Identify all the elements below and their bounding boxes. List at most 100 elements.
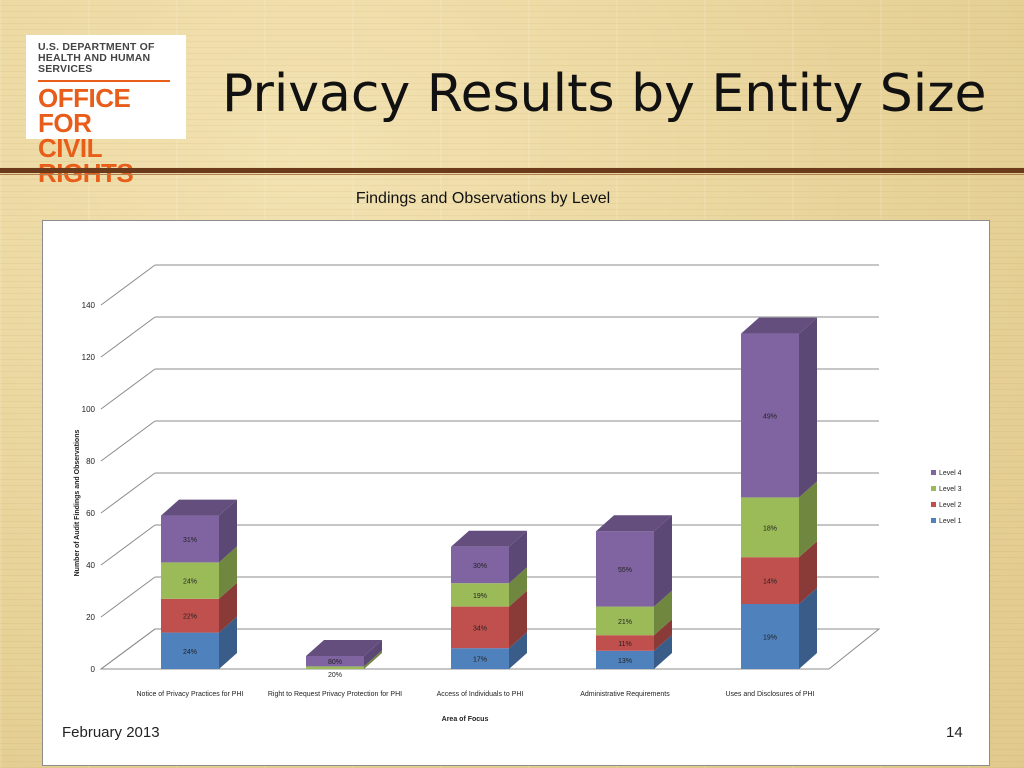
- bar-side: [509, 590, 527, 649]
- bar-side: [219, 499, 237, 563]
- legend-label: Level 3: [939, 486, 962, 493]
- bar-segment: [451, 606, 509, 649]
- y-tick-label: 40: [86, 561, 95, 570]
- chart-title: Findings and Observations by Level: [355, 190, 611, 207]
- data-label: 30%: [473, 563, 487, 570]
- legend-swatch: [931, 518, 936, 523]
- data-label: 80%: [328, 659, 342, 666]
- gridline-side: [100, 264, 156, 306]
- data-label: 14%: [763, 579, 777, 586]
- bar-segment: [306, 656, 364, 667]
- bar-side: [799, 541, 817, 604]
- y-tick-label: 120: [82, 353, 96, 362]
- y-axis-label: Number of Audit Findings and Observation…: [74, 430, 81, 577]
- bar-segment: [451, 583, 509, 607]
- gridline-side: [100, 472, 156, 514]
- x-tick-label: Notice of Privacy Practices for PHI: [137, 691, 244, 698]
- data-label: 22%: [183, 614, 197, 621]
- y-tick-label: 140: [82, 301, 96, 310]
- x-tick-label: Administrative Requirements: [580, 691, 670, 698]
- legend-swatch: [931, 486, 936, 491]
- bar-side: [219, 582, 237, 633]
- x-tick-label: Right to Request Privacy Protection for …: [268, 691, 402, 698]
- bar-side: [799, 481, 817, 558]
- y-tick-label: 0: [91, 665, 96, 674]
- bar-side: [364, 640, 382, 667]
- data-label: 19%: [473, 593, 487, 600]
- data-label: 21%: [618, 619, 632, 626]
- bar-side: [509, 567, 527, 607]
- data-label: 17%: [473, 657, 487, 664]
- bar-segment: [451, 648, 509, 669]
- logo-ocr-line1: OFFICE FOR: [38, 83, 131, 138]
- data-label: 49%: [763, 414, 777, 421]
- data-label: 24%: [183, 579, 197, 586]
- bar-top: [451, 530, 527, 547]
- logo-dept-line1: U.S. DEPARTMENT OF: [38, 41, 155, 53]
- logo-dept-line2: HEALTH AND HUMAN SERVICES: [38, 52, 151, 75]
- bar-top: [306, 640, 382, 656]
- gridline-side: [100, 368, 156, 410]
- bar-segment: [596, 650, 654, 669]
- bar-segment: [741, 557, 799, 604]
- bar-side: [654, 634, 672, 669]
- bar-segment: [741, 333, 799, 498]
- logo-ocr-line2: CIVIL RIGHTS: [38, 133, 134, 188]
- page-number: 14: [946, 724, 963, 741]
- y-tick-label: 100: [82, 405, 96, 414]
- bar-side: [509, 530, 527, 584]
- data-label: 20%: [328, 672, 342, 679]
- y-tick-label: 20: [86, 613, 95, 622]
- bar-side: [219, 616, 237, 669]
- gridline-side: [100, 420, 156, 462]
- legend-label: Level 4: [939, 470, 962, 477]
- data-label: 24%: [183, 649, 197, 656]
- gridline-side: [100, 316, 156, 358]
- bar-side: [364, 650, 382, 669]
- ocr-logo: U.S. DEPARTMENT OF HEALTH AND HUMAN SERV…: [26, 35, 186, 186]
- title-divider: [0, 168, 1024, 173]
- bar-segment: [161, 562, 219, 599]
- bar-segment: [741, 497, 799, 558]
- legend-swatch: [931, 470, 936, 475]
- bar-segment: [161, 515, 219, 563]
- slide-title: Privacy Results by Entity Size: [222, 64, 987, 124]
- bar-segment: [741, 604, 799, 669]
- stacked-bar-chart: 0 20 40 60 80 100 120 140 Number of Audit Findin…: [74, 264, 962, 723]
- bar-segment: [451, 546, 509, 584]
- data-label: 19%: [763, 635, 777, 642]
- data-label: 13%: [618, 658, 632, 665]
- bar-side: [654, 515, 672, 607]
- x-tick-label: Access of Individuals to PHI: [437, 691, 524, 698]
- x-tick-label: Uses and Disclosures of PHI: [725, 691, 814, 698]
- bar-top: [741, 317, 817, 334]
- data-label: 18%: [763, 525, 777, 532]
- bar-top: [596, 515, 672, 532]
- bar-segment: [596, 531, 654, 607]
- bar-side: [654, 619, 672, 651]
- y-tick-label: 60: [86, 509, 95, 518]
- x-axis-label: Area of Focus: [442, 716, 489, 723]
- data-label: 34%: [473, 625, 487, 632]
- bar-side: [509, 632, 527, 669]
- legend-label: Level 2: [939, 502, 962, 509]
- bar-segment: [596, 635, 654, 651]
- chart-floor: [99, 628, 881, 670]
- bar-segment: [306, 666, 364, 669]
- bar-side: [799, 317, 817, 498]
- y-tick-label: 80: [86, 457, 95, 466]
- logo-rule: [38, 80, 170, 82]
- legend-swatch: [931, 502, 936, 507]
- bar-side: [799, 588, 817, 669]
- bar-side: [654, 590, 672, 636]
- bar-segment: [161, 632, 219, 669]
- footer-date: February 2013: [62, 724, 160, 741]
- bar-top: [161, 499, 237, 516]
- bar-segment: [596, 606, 654, 636]
- data-label: 11%: [618, 641, 632, 648]
- chart-panel: 0 20 40 60 80 100 120 140 Number of Audit Findin…: [42, 220, 990, 766]
- gridline-side: [100, 576, 156, 618]
- legend-label: Level 1: [939, 518, 962, 525]
- bar-segment: [161, 598, 219, 633]
- data-label: 31%: [183, 537, 197, 544]
